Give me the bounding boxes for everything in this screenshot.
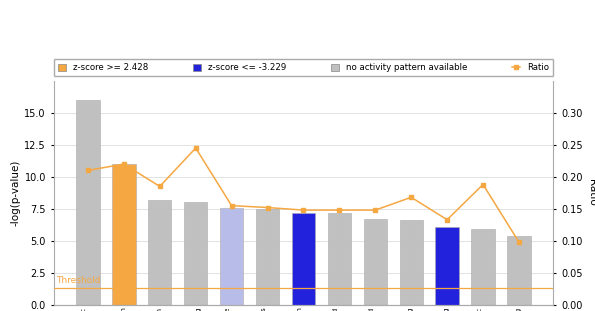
Bar xyxy=(508,236,531,305)
Y-axis label: Ratio: Ratio xyxy=(587,179,595,206)
Bar xyxy=(184,202,208,305)
Text: Threshold: Threshold xyxy=(56,276,101,285)
Y-axis label: -log(p-value): -log(p-value) xyxy=(10,160,20,226)
Bar xyxy=(328,213,351,305)
Bar xyxy=(148,200,171,305)
Bar xyxy=(220,207,243,305)
Bar xyxy=(436,227,459,305)
Bar xyxy=(399,220,423,305)
Legend: z-score >= 2.428, z-score <= -3.229, no activity pattern available, Ratio: z-score >= 2.428, z-score <= -3.229, no … xyxy=(54,59,553,77)
Bar xyxy=(112,164,136,305)
Bar xyxy=(292,213,315,305)
Bar xyxy=(471,229,494,305)
Bar xyxy=(364,219,387,305)
Bar xyxy=(76,100,99,305)
Bar xyxy=(256,209,279,305)
